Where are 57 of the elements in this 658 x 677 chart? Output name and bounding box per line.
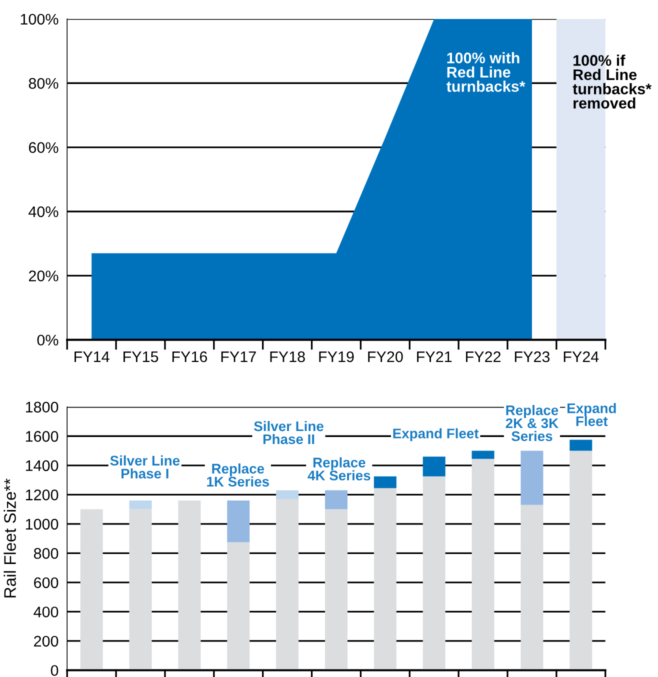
y-tick-label: 600 [34,577,58,588]
y-tick-label: 1000 [26,518,58,530]
x-tick-label: FY24 [564,351,599,362]
bar [129,500,152,510]
annotation: Silver Line Phase I [110,455,180,479]
bar [520,504,544,670]
x-tick-label: FY21 [417,351,452,362]
bar [178,500,201,670]
y-tick-label: 1800 [26,402,58,413]
y-tick-label: 1400 [26,460,58,472]
x-tick-label: FY15 [124,352,158,362]
bar [276,499,299,670]
x-tick-label: FY20 [368,351,403,362]
bar [570,440,592,451]
annotation: 100% if Red Line turnbacks* removed [572,54,652,109]
y-tick-label: 80% [28,78,58,89]
x-tick-label: FY17 [221,352,256,362]
y-tick-label: 0 [50,665,58,676]
bar [80,509,103,670]
y-tick-label: 0% [37,334,58,346]
bar [227,500,250,542]
y-tick-label: 800 [34,548,58,559]
y-axis-title: Rail Fleet Size** [4,478,16,598]
bar [324,490,348,510]
annotation: Replace 1K Series [207,463,269,487]
y-tick-label: 100% [20,14,58,25]
annotation: Replace 4K Series [308,457,370,480]
y-tick-label: 1200 [26,490,58,500]
bar [324,509,348,670]
bar [422,456,446,476]
y-tick-label: 60% [28,142,58,153]
y-tick-label: 20% [28,270,58,282]
y-tick-label: 200 [34,636,58,647]
bar [520,450,544,505]
annotation: Replace 2K & 3K Series [506,405,558,442]
x-tick-label: FY19 [319,351,354,362]
bar [276,490,299,500]
bar [227,542,250,670]
bar [472,450,494,459]
x-tick-label: FY23 [514,351,550,362]
x-tick-label: FY14 [74,352,110,362]
bar [570,450,592,670]
bar [374,488,396,670]
bar [129,509,152,670]
x-tick-label: FY18 [270,351,305,362]
annotation: 100% with Red Line turnbacks* [446,52,526,92]
y-tick-label: 1600 [26,431,58,442]
bar [422,476,446,670]
bar [374,476,396,488]
bar [472,458,494,670]
y-tick-label: 40% [28,206,58,218]
x-tick-label: FY16 [172,351,208,362]
annotation: Expand Fleet [393,428,479,442]
annotation: Expand Fleet [568,403,616,426]
annotation: Silver Line Phase II [254,420,324,444]
x-tick-label: FY22 [466,351,501,362]
y-tick-label: 400 [34,606,58,618]
